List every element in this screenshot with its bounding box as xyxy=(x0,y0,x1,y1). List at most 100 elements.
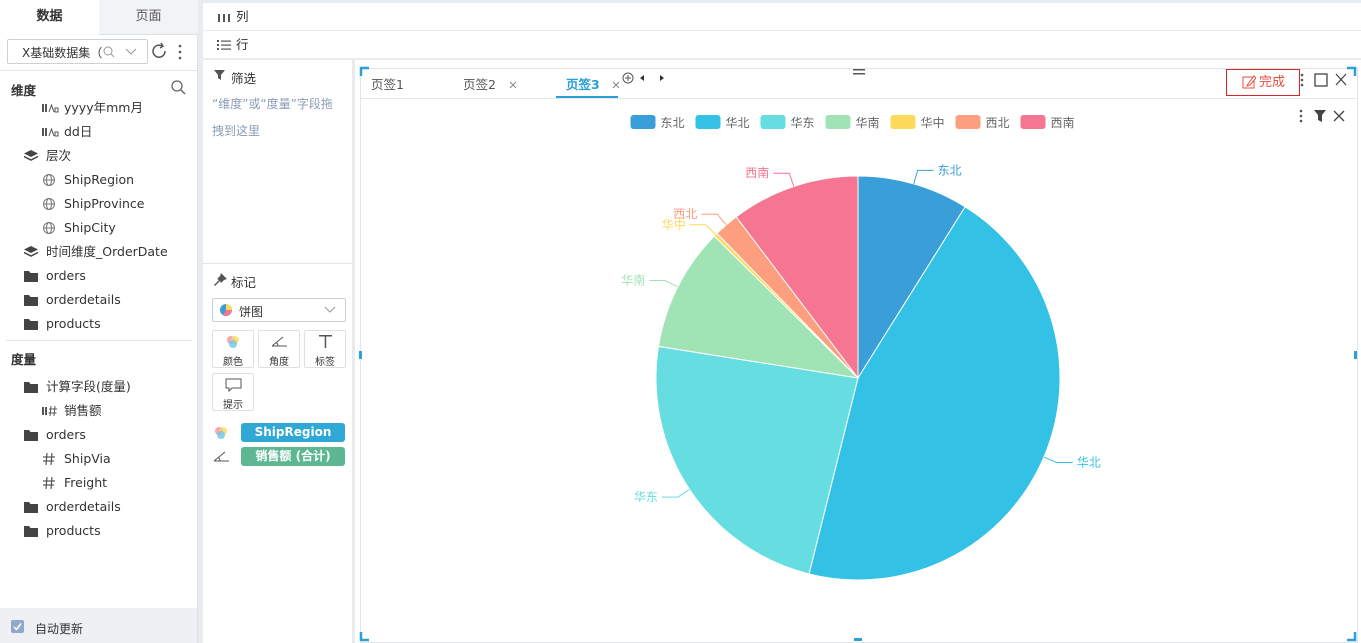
legend-swatch xyxy=(1020,115,1046,129)
mark-button[interactable]: 提示 xyxy=(212,373,254,411)
legend-swatch xyxy=(630,115,656,129)
tab-page[interactable]: 页面 xyxy=(99,0,198,35)
field-item[interactable]: ShipRegion xyxy=(42,169,190,191)
button-icon xyxy=(225,378,242,393)
done-button[interactable]: 完成 xyxy=(1226,69,1300,96)
field-icon xyxy=(24,295,38,306)
field-icon xyxy=(24,319,38,330)
refresh-more[interactable] xyxy=(151,42,191,62)
button-label: 角度 xyxy=(269,357,289,368)
legend-label: 西南 xyxy=(1051,115,1075,130)
slice-label: 华南 xyxy=(621,273,645,288)
filter-title: 筛选 xyxy=(231,71,257,86)
checkbox[interactable] xyxy=(11,620,24,633)
legend-swatch xyxy=(825,115,851,129)
legend-label: 东北 xyxy=(661,116,685,130)
drag-handle[interactable] xyxy=(853,68,865,78)
field-icon xyxy=(24,150,39,161)
field-item[interactable]: Freight xyxy=(42,472,190,494)
field-icon xyxy=(24,382,38,393)
button-icon xyxy=(227,336,239,348)
canvas: 页签1 页签2 页签3 完成 东北 华北 华东 华南 华中 西北 西南 东北 华北 华东 华南 华中 西北西… xyxy=(355,60,1361,643)
field-item[interactable]: ShipVia xyxy=(42,448,190,470)
tab-close[interactable] xyxy=(508,80,518,90)
auto-update: 自动更新 xyxy=(35,622,84,636)
page-tab[interactable]: 页签3 xyxy=(566,77,600,92)
page-tab[interactable]: 页签2 xyxy=(463,77,496,92)
field-icon xyxy=(43,222,55,234)
rows-shelf[interactable]: 行 xyxy=(203,31,1361,58)
label-line xyxy=(661,489,690,498)
widget-tools[interactable] xyxy=(1298,73,1354,89)
field-role-icon xyxy=(213,451,229,462)
chart-type-select[interactable]: 饼图 xyxy=(212,298,346,322)
field-label: 层次 xyxy=(46,148,72,163)
field-item[interactable]: 计算字段(度量) xyxy=(24,376,190,398)
tab-close[interactable] xyxy=(611,80,621,90)
field-label: 时间维度_OrderDate xyxy=(46,244,168,259)
columns-icon xyxy=(218,14,230,22)
slice-label: 东北 xyxy=(938,163,962,177)
active-underline xyxy=(556,96,618,98)
field-item[interactable]: 层次 xyxy=(24,145,190,167)
tab-nav[interactable] xyxy=(618,72,678,86)
legend-label: 华中 xyxy=(921,115,945,130)
field-label: 计算字段(度量) xyxy=(46,379,131,394)
field-label: products xyxy=(46,523,101,538)
field-item[interactable]: orders xyxy=(24,265,190,287)
button-label: 颜色 xyxy=(223,357,243,368)
mark-button[interactable]: 标签 xyxy=(304,330,346,368)
field-item[interactable]: yyyy年mm月 xyxy=(42,97,190,119)
data-panel: 数据 页面 X基础数据集（ 维度 yyyy年mm月 dd日 层次 ShipRegion… xyxy=(0,0,198,643)
chart-type: 饼图 xyxy=(239,305,264,319)
pie-slice xyxy=(808,206,1061,581)
field-item[interactable]: dd日 xyxy=(42,121,190,143)
field-label: orderdetails xyxy=(46,499,121,514)
field-item[interactable]: 时间维度_OrderDate xyxy=(24,241,190,263)
field-item[interactable]: orders xyxy=(24,424,190,446)
field-pill[interactable]: ShipRegion xyxy=(241,423,345,442)
field-icon xyxy=(24,502,38,513)
mark-button[interactable]: 角度 xyxy=(258,330,300,368)
chart-tools[interactable] xyxy=(1295,109,1351,125)
field-icon xyxy=(43,198,55,210)
label-line xyxy=(649,280,678,288)
field-item[interactable]: products xyxy=(24,313,190,335)
search-icon[interactable] xyxy=(171,80,187,96)
divider xyxy=(0,70,197,71)
slice-label: 华中 xyxy=(662,217,686,232)
legend-swatch xyxy=(890,115,916,129)
done-label: 完成 xyxy=(1259,75,1286,90)
mark-button[interactable]: 颜色 xyxy=(212,330,254,368)
page-tab[interactable]: 页签1 xyxy=(371,77,404,92)
dataset-name: X基础数据集（ xyxy=(22,46,103,60)
slice-label: 华北 xyxy=(1077,456,1101,470)
rows-label: 行 xyxy=(236,37,249,52)
button-icon xyxy=(319,335,332,348)
field-item[interactable]: orderdetails xyxy=(24,496,190,518)
field-item[interactable]: ShipProvince xyxy=(42,193,190,215)
legend-swatch xyxy=(695,115,721,129)
field-item[interactable]: 销售额 xyxy=(42,400,190,422)
field-icon xyxy=(42,127,59,137)
legend-label: 西北 xyxy=(986,116,1010,130)
filter-hint: “维度”或“度量”字段拖拽到这里 xyxy=(212,97,333,138)
pie-slice xyxy=(657,235,860,379)
field-label: ShipRegion xyxy=(64,172,135,187)
legend-swatch xyxy=(760,115,786,129)
selection-handles xyxy=(359,66,1357,642)
field-item[interactable]: ShipCity xyxy=(42,217,190,239)
field-item[interactable]: orderdetails xyxy=(24,289,190,311)
dataset-select[interactable]: X基础数据集（ xyxy=(7,39,148,64)
field-item[interactable]: products xyxy=(24,520,190,542)
label-line xyxy=(913,169,934,184)
field-pill[interactable]: 销售额 (合计) xyxy=(241,447,345,466)
field-label: ShipVia xyxy=(64,451,111,466)
legend-label: 华南 xyxy=(856,115,880,130)
tab-data[interactable]: 数据 xyxy=(0,0,100,34)
label-line xyxy=(701,213,727,226)
select-icons xyxy=(103,46,137,58)
field-label: yyyy年mm月 xyxy=(64,100,143,115)
columns-shelf[interactable]: 列 xyxy=(203,3,1361,30)
